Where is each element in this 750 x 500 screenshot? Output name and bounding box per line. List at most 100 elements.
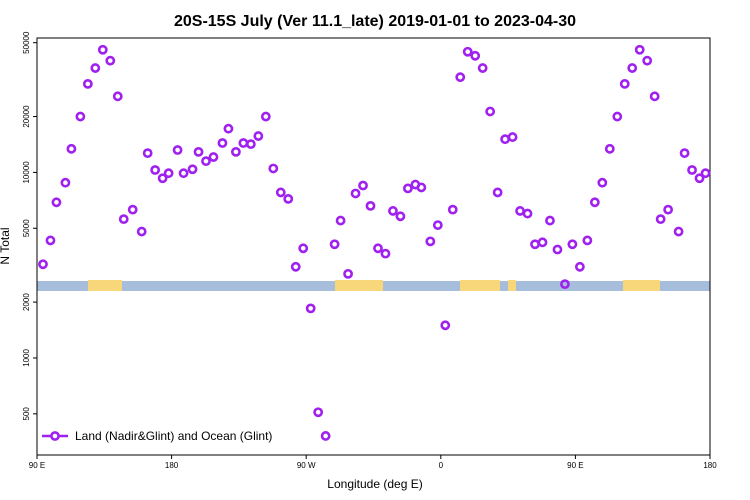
y-tick-label: 2000 xyxy=(22,293,31,311)
point xyxy=(597,177,608,188)
point xyxy=(373,243,383,254)
point xyxy=(687,165,697,175)
point xyxy=(388,206,398,216)
point xyxy=(440,320,451,331)
x-tick-label: 90 E xyxy=(567,461,583,470)
point xyxy=(298,243,309,254)
x-tick-label: 180 xyxy=(165,461,179,470)
land-strip xyxy=(508,280,516,291)
point xyxy=(178,168,189,179)
point xyxy=(253,131,264,141)
point xyxy=(365,200,376,211)
point xyxy=(320,431,331,441)
point xyxy=(477,63,488,73)
point xyxy=(522,208,533,219)
point xyxy=(679,148,690,159)
legend-label: Land (Nadir&Glint) and Ocean (Glint) xyxy=(75,429,272,443)
point xyxy=(589,197,600,208)
land-strip xyxy=(335,280,383,291)
point xyxy=(507,132,518,142)
point xyxy=(97,44,108,55)
point xyxy=(268,163,279,174)
y-tick-label: 5000 xyxy=(22,219,31,237)
point xyxy=(142,148,153,159)
point xyxy=(157,173,168,184)
point xyxy=(552,244,563,255)
point xyxy=(619,78,630,89)
point xyxy=(462,46,473,57)
point xyxy=(275,187,286,198)
point xyxy=(112,91,123,102)
point xyxy=(560,279,570,290)
point xyxy=(217,138,228,148)
point xyxy=(500,134,511,145)
point xyxy=(335,215,346,226)
point xyxy=(90,63,101,73)
series xyxy=(38,44,711,441)
y-tick-label: 500 xyxy=(22,407,31,421)
point xyxy=(329,239,340,250)
point xyxy=(172,145,183,155)
plot-frame xyxy=(36,37,711,456)
point xyxy=(567,239,578,250)
point xyxy=(358,180,368,191)
land-strip xyxy=(460,280,500,291)
point xyxy=(663,204,674,215)
point xyxy=(127,204,138,215)
point xyxy=(118,214,129,225)
point xyxy=(627,63,638,73)
point xyxy=(343,268,353,279)
x-tick-label: 0 xyxy=(439,461,444,470)
point xyxy=(201,156,211,167)
point xyxy=(283,193,294,204)
y-tick-label: 20000 xyxy=(22,105,31,128)
point xyxy=(694,173,705,184)
point xyxy=(402,183,413,194)
point xyxy=(260,111,271,122)
point xyxy=(655,214,666,225)
point xyxy=(187,164,198,175)
point xyxy=(193,146,204,157)
point xyxy=(305,303,316,314)
point xyxy=(395,211,406,222)
point xyxy=(447,204,458,215)
point xyxy=(380,248,391,259)
point xyxy=(642,55,653,66)
point xyxy=(245,139,256,150)
point xyxy=(163,168,174,179)
point xyxy=(105,55,116,66)
legend-marker xyxy=(50,431,60,441)
land-strip xyxy=(623,280,660,291)
point xyxy=(60,177,71,188)
point xyxy=(416,182,427,193)
x-tick-label: 180 xyxy=(703,461,717,470)
point xyxy=(470,50,481,61)
point xyxy=(545,215,555,226)
point xyxy=(485,106,496,117)
y-axis-label: N Total xyxy=(0,227,12,264)
point xyxy=(574,261,585,272)
point xyxy=(432,220,443,231)
x-tick-label: 90 E xyxy=(29,461,45,470)
point xyxy=(350,188,361,199)
point xyxy=(223,123,234,134)
point xyxy=(208,152,219,162)
y-tick-label: 1000 xyxy=(22,349,31,367)
point xyxy=(38,259,48,270)
point xyxy=(313,407,324,418)
y-tick-label: 10000 xyxy=(22,161,31,184)
y-tick-label: 50000 xyxy=(22,31,31,54)
point xyxy=(455,72,466,83)
point xyxy=(673,226,684,237)
chart-title: 20S-15S July (Ver 11.1_late) 2019-01-01 … xyxy=(174,13,576,30)
point xyxy=(530,239,540,250)
point xyxy=(238,138,249,148)
point xyxy=(604,143,615,154)
point xyxy=(537,237,548,248)
surface-strip xyxy=(37,280,710,291)
point xyxy=(515,206,525,216)
point xyxy=(66,143,77,154)
point xyxy=(634,44,645,55)
point xyxy=(700,168,711,179)
